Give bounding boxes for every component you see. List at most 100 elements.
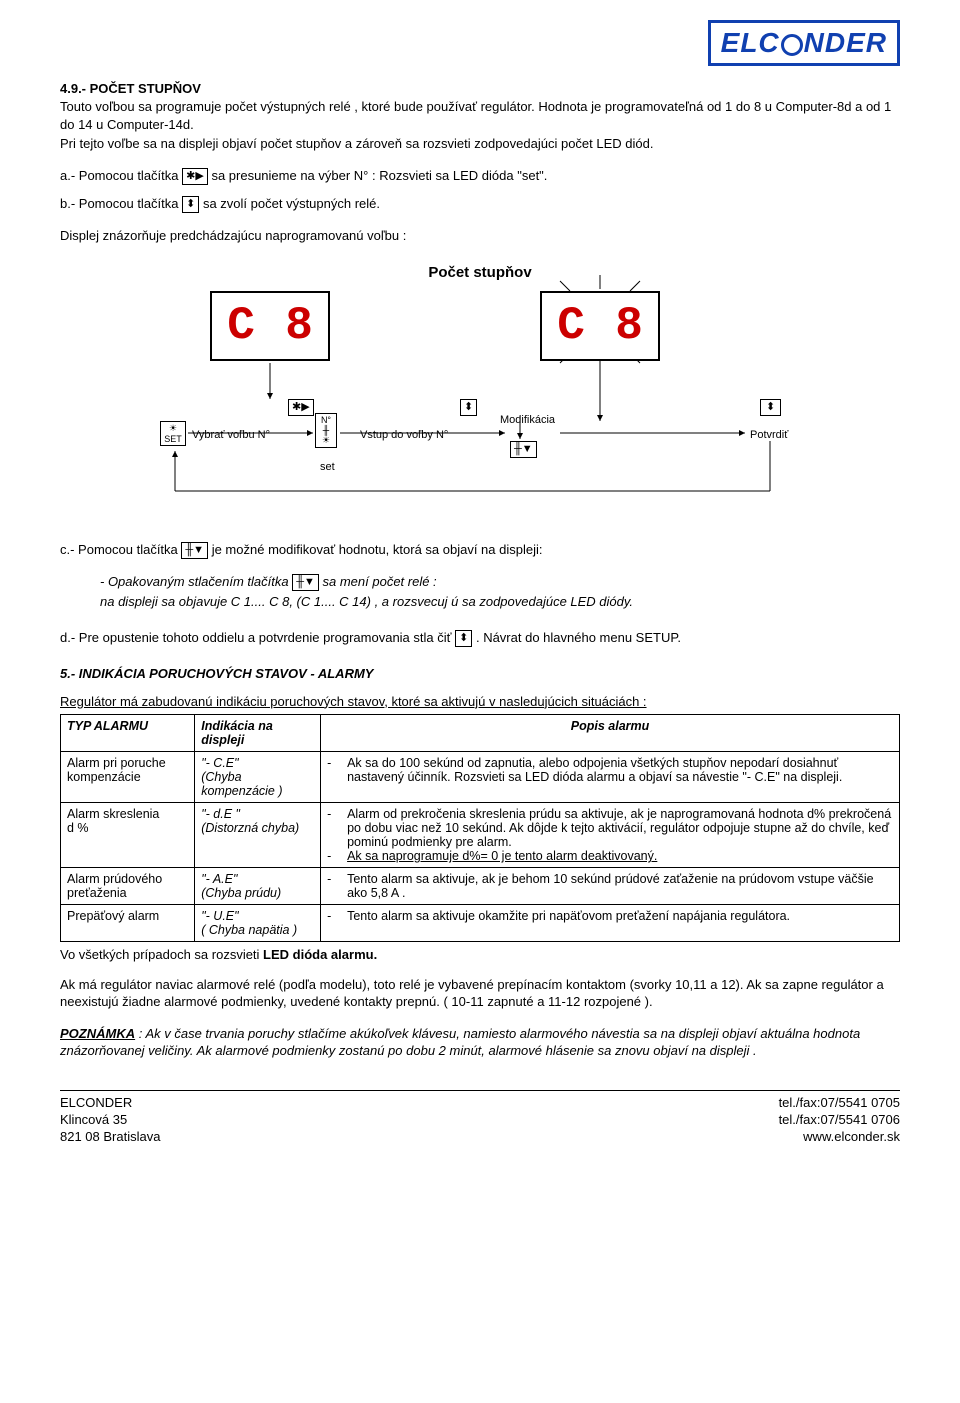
- lbl-potvrdit: Potvrdiť: [750, 429, 788, 441]
- th-desc: Popis alarmu: [321, 715, 900, 752]
- section-5-heading: 5.- INDIKÁCIA PORUCHOVÝCH STAVOV - ALARM…: [60, 665, 900, 683]
- section-5-intro-text: Regulátor má zabudovanú indikáciu poruch…: [60, 694, 647, 709]
- logo: ELC NDER: [708, 20, 900, 66]
- desc-line: -Tento alarm sa aktivuje, ak je behom 10…: [327, 872, 893, 900]
- step-c-pre: c.- Pomocou tlačítka: [60, 542, 181, 557]
- step-a: a.- Pomocou tlačítka ✱▶ sa presunieme na…: [60, 167, 900, 185]
- th-type: TYP ALARMU: [61, 715, 195, 752]
- star-play-icon: ✱▶: [182, 168, 208, 185]
- step-d-pre: d.- Pre opustenie tohoto oddielu a potvr…: [60, 630, 455, 645]
- desc-line: -Tento alarm sa aktivuje okamžite pri na…: [327, 909, 893, 923]
- lbl-set: set: [320, 461, 335, 473]
- footer-right: tel./fax:07/5541 0705 tel./fax:07/5541 0…: [779, 1095, 900, 1146]
- section-4-9-heading: 4.9.- POČET STUPŇOV: [60, 81, 900, 96]
- down-icon-3: ╫▼: [292, 574, 319, 591]
- dash-icon: -: [327, 756, 347, 784]
- th-indication: Indikácia na displeji: [195, 715, 321, 752]
- cell-type: Alarm prúdového preťaženia: [61, 868, 195, 905]
- cell-indication: "- C.E" (Chyba kompenzácie ): [195, 752, 321, 803]
- section-4-9-p2: Pri tejto voľbe sa na displeji objaví po…: [60, 135, 900, 153]
- dash-icon: -: [327, 807, 347, 849]
- step-d: d.- Pre opustenie tohoto oddielu a potvr…: [60, 629, 900, 647]
- note-lead: POZNÁMKA: [60, 1026, 135, 1041]
- cell-indication: "- d.E " (Distorzná chyba): [195, 803, 321, 868]
- note: POZNÁMKA : Ak v čase trvania poruchy stl…: [60, 1025, 900, 1060]
- footer-left: ELCONDER Klincová 35 821 08 Bratislava: [60, 1095, 160, 1146]
- alarm-table: TYP ALARMU Indikácia na displeji Popis a…: [60, 714, 900, 942]
- cell-type: Alarm skreslenia d %: [61, 803, 195, 868]
- set-box: ☀ SET: [160, 421, 186, 446]
- updown-icon-4: ⬍: [455, 630, 472, 647]
- logo-area: ELC NDER: [60, 20, 900, 66]
- down-icon: ╫▼: [181, 542, 208, 559]
- step-d-post: . Návrat do hlavného menu SETUP.: [476, 630, 681, 645]
- dash-icon: -: [327, 872, 347, 900]
- table-row: Alarm pri poruche kompenzácie"- C.E" (Ch…: [61, 752, 900, 803]
- cell-desc: -Tento alarm sa aktivuje, ak je behom 10…: [321, 868, 900, 905]
- diagram-title: Počet stupňov: [60, 264, 900, 281]
- n-label: N°: [319, 415, 333, 425]
- cell-indication: "- U.E" ( Chyba napätia ): [195, 905, 321, 942]
- updown-icon: ⬍: [182, 196, 199, 213]
- updown-icon-3: ⬍: [760, 399, 781, 416]
- desc-text: Alarm od prekročenia skreslenia prúdu sa…: [347, 807, 893, 849]
- step-c-sub1: - Opakovaným stlačením tlačítka ╫▼ sa me…: [100, 573, 900, 591]
- footer-street: Klincová 35: [60, 1112, 160, 1129]
- step-a-post: sa presunieme na výber N° : Rozsvieti sa…: [211, 168, 547, 183]
- step-b-post: sa zvolí počet výstupných relé.: [203, 196, 380, 211]
- footer: ELCONDER Klincová 35 821 08 Bratislava t…: [60, 1090, 900, 1146]
- step-b-pre: b.- Pomocou tlačítka: [60, 196, 182, 211]
- dash-icon: -: [327, 849, 347, 863]
- down-icon-2: ╫▼: [510, 441, 537, 458]
- cell-indication: "- A.E" (Chyba prúdu): [195, 868, 321, 905]
- step-c: c.- Pomocou tlačítka ╫▼ je možné modifik…: [60, 541, 900, 559]
- table-header-row: TYP ALARMU Indikácia na displeji Popis a…: [61, 715, 900, 752]
- updown-icon-2: ⬍: [460, 399, 477, 416]
- desc-text: Tento alarm sa aktivuje, ak je behom 10 …: [347, 872, 893, 900]
- cap-icon: ╫: [319, 425, 333, 435]
- section-4-9-p1: Touto voľbou sa programuje počet výstupn…: [60, 98, 900, 133]
- digit-8-2: 8: [615, 300, 643, 352]
- display-right: C 8: [540, 291, 660, 361]
- step-b: b.- Pomocou tlačítka ⬍ sa zvolí počet vý…: [60, 195, 900, 213]
- desc-text: Tento alarm sa aktivuje okamžite pri nap…: [347, 909, 790, 923]
- desc-line: -Alarm od prekročenia skreslenia prúdu s…: [327, 807, 893, 849]
- lbl-vstup: Vstup do voľby N°: [360, 429, 448, 441]
- lbl-modif: Modifikácia: [500, 414, 555, 426]
- diagram: C 8 C 8 ☀ SET Vybrať voľbu N° ✱▶ N° ╫ ☀ …: [60, 291, 900, 511]
- footer-web: www.elconder.sk: [779, 1129, 900, 1146]
- star-play-icon-2: ✱▶: [288, 399, 314, 416]
- logo-text-2: NDER: [804, 27, 887, 58]
- footer-tel2: tel./fax:07/5541 0706: [779, 1112, 900, 1129]
- after-table-p1: Vo všetkých prípadoch sa rozsvieti LED d…: [60, 946, 900, 964]
- display-note: Displej znázorňuje predchádzajúcu naprog…: [60, 227, 900, 245]
- desc-text: Ak sa do 100 sekúnd od zapnutia, alebo o…: [347, 756, 893, 784]
- logo-text-1: ELC: [721, 27, 780, 58]
- desc-text: Ak sa naprogramuje d%= 0 je tento alarm …: [347, 849, 657, 863]
- step-a-pre: a.- Pomocou tlačítka: [60, 168, 182, 183]
- note-text: : Ak v čase trvania poruchy stlačíme akú…: [60, 1026, 860, 1059]
- cell-desc: -Ak sa do 100 sekúnd od zapnutia, alebo …: [321, 752, 900, 803]
- digit-8: 8: [285, 300, 313, 352]
- logo-o-icon: [781, 34, 803, 56]
- digit-c: C: [227, 300, 255, 352]
- footer-tel1: tel./fax:07/5541 0705: [779, 1095, 900, 1112]
- footer-company: ELCONDER: [60, 1095, 160, 1112]
- footer-city: 821 08 Bratislava: [60, 1129, 160, 1146]
- dash-icon: -: [327, 909, 347, 923]
- table-row: Alarm skreslenia d %"- d.E " (Distorzná …: [61, 803, 900, 868]
- desc-line: -Ak sa naprogramuje d%= 0 je tento alarm…: [327, 849, 893, 863]
- n-box: N° ╫ ☀: [315, 413, 337, 448]
- step-c-sub1-pre: - Opakovaným stlačením tlačítka: [100, 574, 292, 589]
- cell-type: Alarm pri poruche kompenzácie: [61, 752, 195, 803]
- step-c-post: je možné modifikovať hodnotu, ktorá sa o…: [212, 542, 543, 557]
- table-row: Prepäťový alarm"- U.E" ( Chyba napätia )…: [61, 905, 900, 942]
- cell-desc: -Alarm od prekročenia skreslenia prúdu s…: [321, 803, 900, 868]
- section-5-intro: Regulátor má zabudovanú indikáciu poruch…: [60, 693, 900, 711]
- table-row: Alarm prúdového preťaženia"- A.E" (Chyba…: [61, 868, 900, 905]
- cell-desc: -Tento alarm sa aktivuje okamžite pri na…: [321, 905, 900, 942]
- digit-c-2: C: [557, 300, 585, 352]
- lbl-vybrat: Vybrať voľbu N°: [192, 429, 270, 441]
- step-c-sub2: na displeji sa objavuje C 1.... C 8, (C …: [100, 593, 900, 611]
- cell-type: Prepäťový alarm: [61, 905, 195, 942]
